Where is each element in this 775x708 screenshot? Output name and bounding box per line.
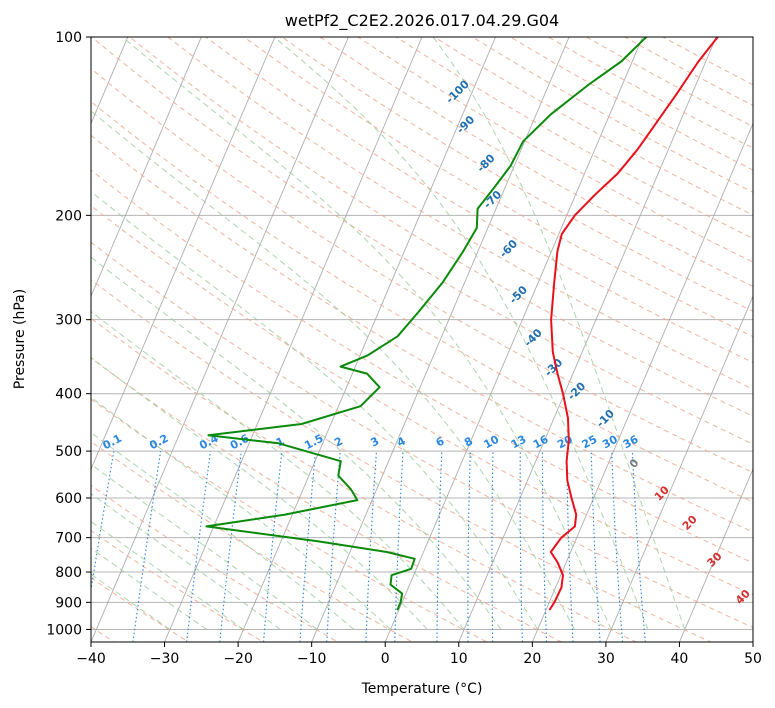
mixing-ratio-line <box>436 451 443 642</box>
moist-adiabat-line <box>91 493 281 630</box>
isotherm-line <box>164 37 423 642</box>
isotherm-line <box>678 467 753 642</box>
dry-adiabat-line <box>547 37 753 149</box>
moist-adiabat-line <box>91 573 171 630</box>
x-tick-label: 20 <box>523 651 541 667</box>
chart-title: wetPf2_C2E2.2026.017.04.29.G04 <box>285 11 559 31</box>
moist-adiabat-line <box>432 37 686 630</box>
mixing-ratio-line <box>519 451 523 642</box>
dry-adiabat-line <box>91 100 753 503</box>
x-tick-label: 50 <box>744 651 762 667</box>
dry-adiabat-line <box>91 67 753 474</box>
moist-adiabat-line <box>91 463 318 630</box>
mixing-ratio-line <box>611 451 624 642</box>
isotherm-line <box>384 37 644 642</box>
y-tick-label: 500 <box>55 444 82 460</box>
mixing-ratio-line <box>394 451 404 642</box>
y-tick-label: 600 <box>55 491 82 507</box>
dry-adiabat-line <box>91 134 753 533</box>
mixing-ratio-label: 36 <box>621 433 641 452</box>
x-axis-label: Temperature (°C) <box>361 681 483 697</box>
y-tick-label: 400 <box>55 387 82 403</box>
mixing-ratio-line <box>467 451 471 642</box>
mixing-ratio-label: 13 <box>509 433 529 452</box>
moist-adiabat-line <box>122 37 612 630</box>
moist-adiabat-line <box>273 37 649 630</box>
dry-adiabat-line <box>128 37 753 417</box>
mixing-ratio-label: 20 <box>555 433 575 452</box>
x-axis-ticks: −40 −30 −20 −10 0 10 20 30 40 50 <box>76 642 762 667</box>
x-tick-label: 10 <box>450 651 468 667</box>
dry-adiabat-line <box>395 37 753 240</box>
mixing-ratio-line <box>491 451 494 642</box>
plot-area: -100-90-80-70-60-50-40-30-20-10010203040… <box>91 37 753 642</box>
isotherm-line <box>237 37 497 642</box>
mixing-ratio-label: 16 <box>531 433 551 452</box>
sounding-profiles <box>205 37 719 611</box>
dry-adiabat-line <box>91 279 712 642</box>
mixing-ratio-label: 10 <box>482 433 502 452</box>
isotherm-line <box>91 37 202 298</box>
isotherm-line <box>91 37 349 642</box>
moist-adiabat-line <box>91 310 465 630</box>
mixing-ratio-line <box>590 451 601 642</box>
y-tick-label: 1000 <box>46 622 82 638</box>
mixing-ratio-label: 30 <box>600 433 620 452</box>
isotherm-line <box>91 37 276 471</box>
isotherm-line <box>605 295 753 642</box>
x-tick-label: −10 <box>297 651 327 667</box>
x-tick-label: 0 <box>381 651 390 667</box>
moist-adiabat-line <box>91 547 207 630</box>
y-tick-label: 100 <box>55 30 82 46</box>
mixing-ratio-line <box>326 451 341 642</box>
x-tick-label: −30 <box>150 651 180 667</box>
moist-adiabat-line <box>91 256 502 630</box>
dry-adiabat-line <box>91 484 339 642</box>
moist-adiabat-line <box>91 356 428 630</box>
dry-adiabat-line <box>319 37 753 288</box>
dry-adiabats <box>91 37 753 642</box>
isotherm-line <box>91 37 129 125</box>
dry-adiabat-line <box>91 37 753 445</box>
x-tick-label: 30 <box>597 651 615 667</box>
temperature-profile-line <box>548 37 719 611</box>
dry-adiabat-line <box>91 530 265 642</box>
moist-adiabat-line <box>91 190 539 630</box>
mixing-ratio-line <box>541 451 548 642</box>
y-axis-label: Pressure (hPa) <box>12 289 28 389</box>
y-tick-label: 300 <box>55 313 82 329</box>
y-axis-ticks: 100 200 300 400 500 600 700 800 900 1000 <box>46 30 91 638</box>
moist-adiabat-line <box>91 520 244 630</box>
x-tick-label: 40 <box>671 651 689 667</box>
moist-adiabat-line <box>91 431 355 630</box>
dry-adiabat-line <box>166 37 753 390</box>
dry-adiabat-line <box>91 169 753 564</box>
mixing-ratio-line <box>566 451 574 642</box>
y-tick-label: 200 <box>55 208 82 224</box>
y-tick-label: 900 <box>55 595 82 611</box>
y-tick-label: 800 <box>55 565 82 581</box>
plot-frame <box>90 36 754 643</box>
dry-adiabat-line <box>205 37 753 364</box>
mixing-ratio-lines <box>91 451 646 642</box>
dry-adiabat-line <box>91 317 638 642</box>
dry-adiabat-line <box>243 37 753 338</box>
x-tick-label: −20 <box>223 651 253 667</box>
isotherm-line <box>458 37 717 642</box>
dewpoint-profile-line <box>205 37 648 611</box>
x-tick-label: −40 <box>76 651 106 667</box>
dry-adiabat-line <box>91 241 753 629</box>
mixing-ratio-line <box>365 451 378 642</box>
y-tick-label: 700 <box>55 531 82 547</box>
mixing-ratio-label: 25 <box>580 433 600 452</box>
dry-adiabat-line <box>471 37 753 193</box>
